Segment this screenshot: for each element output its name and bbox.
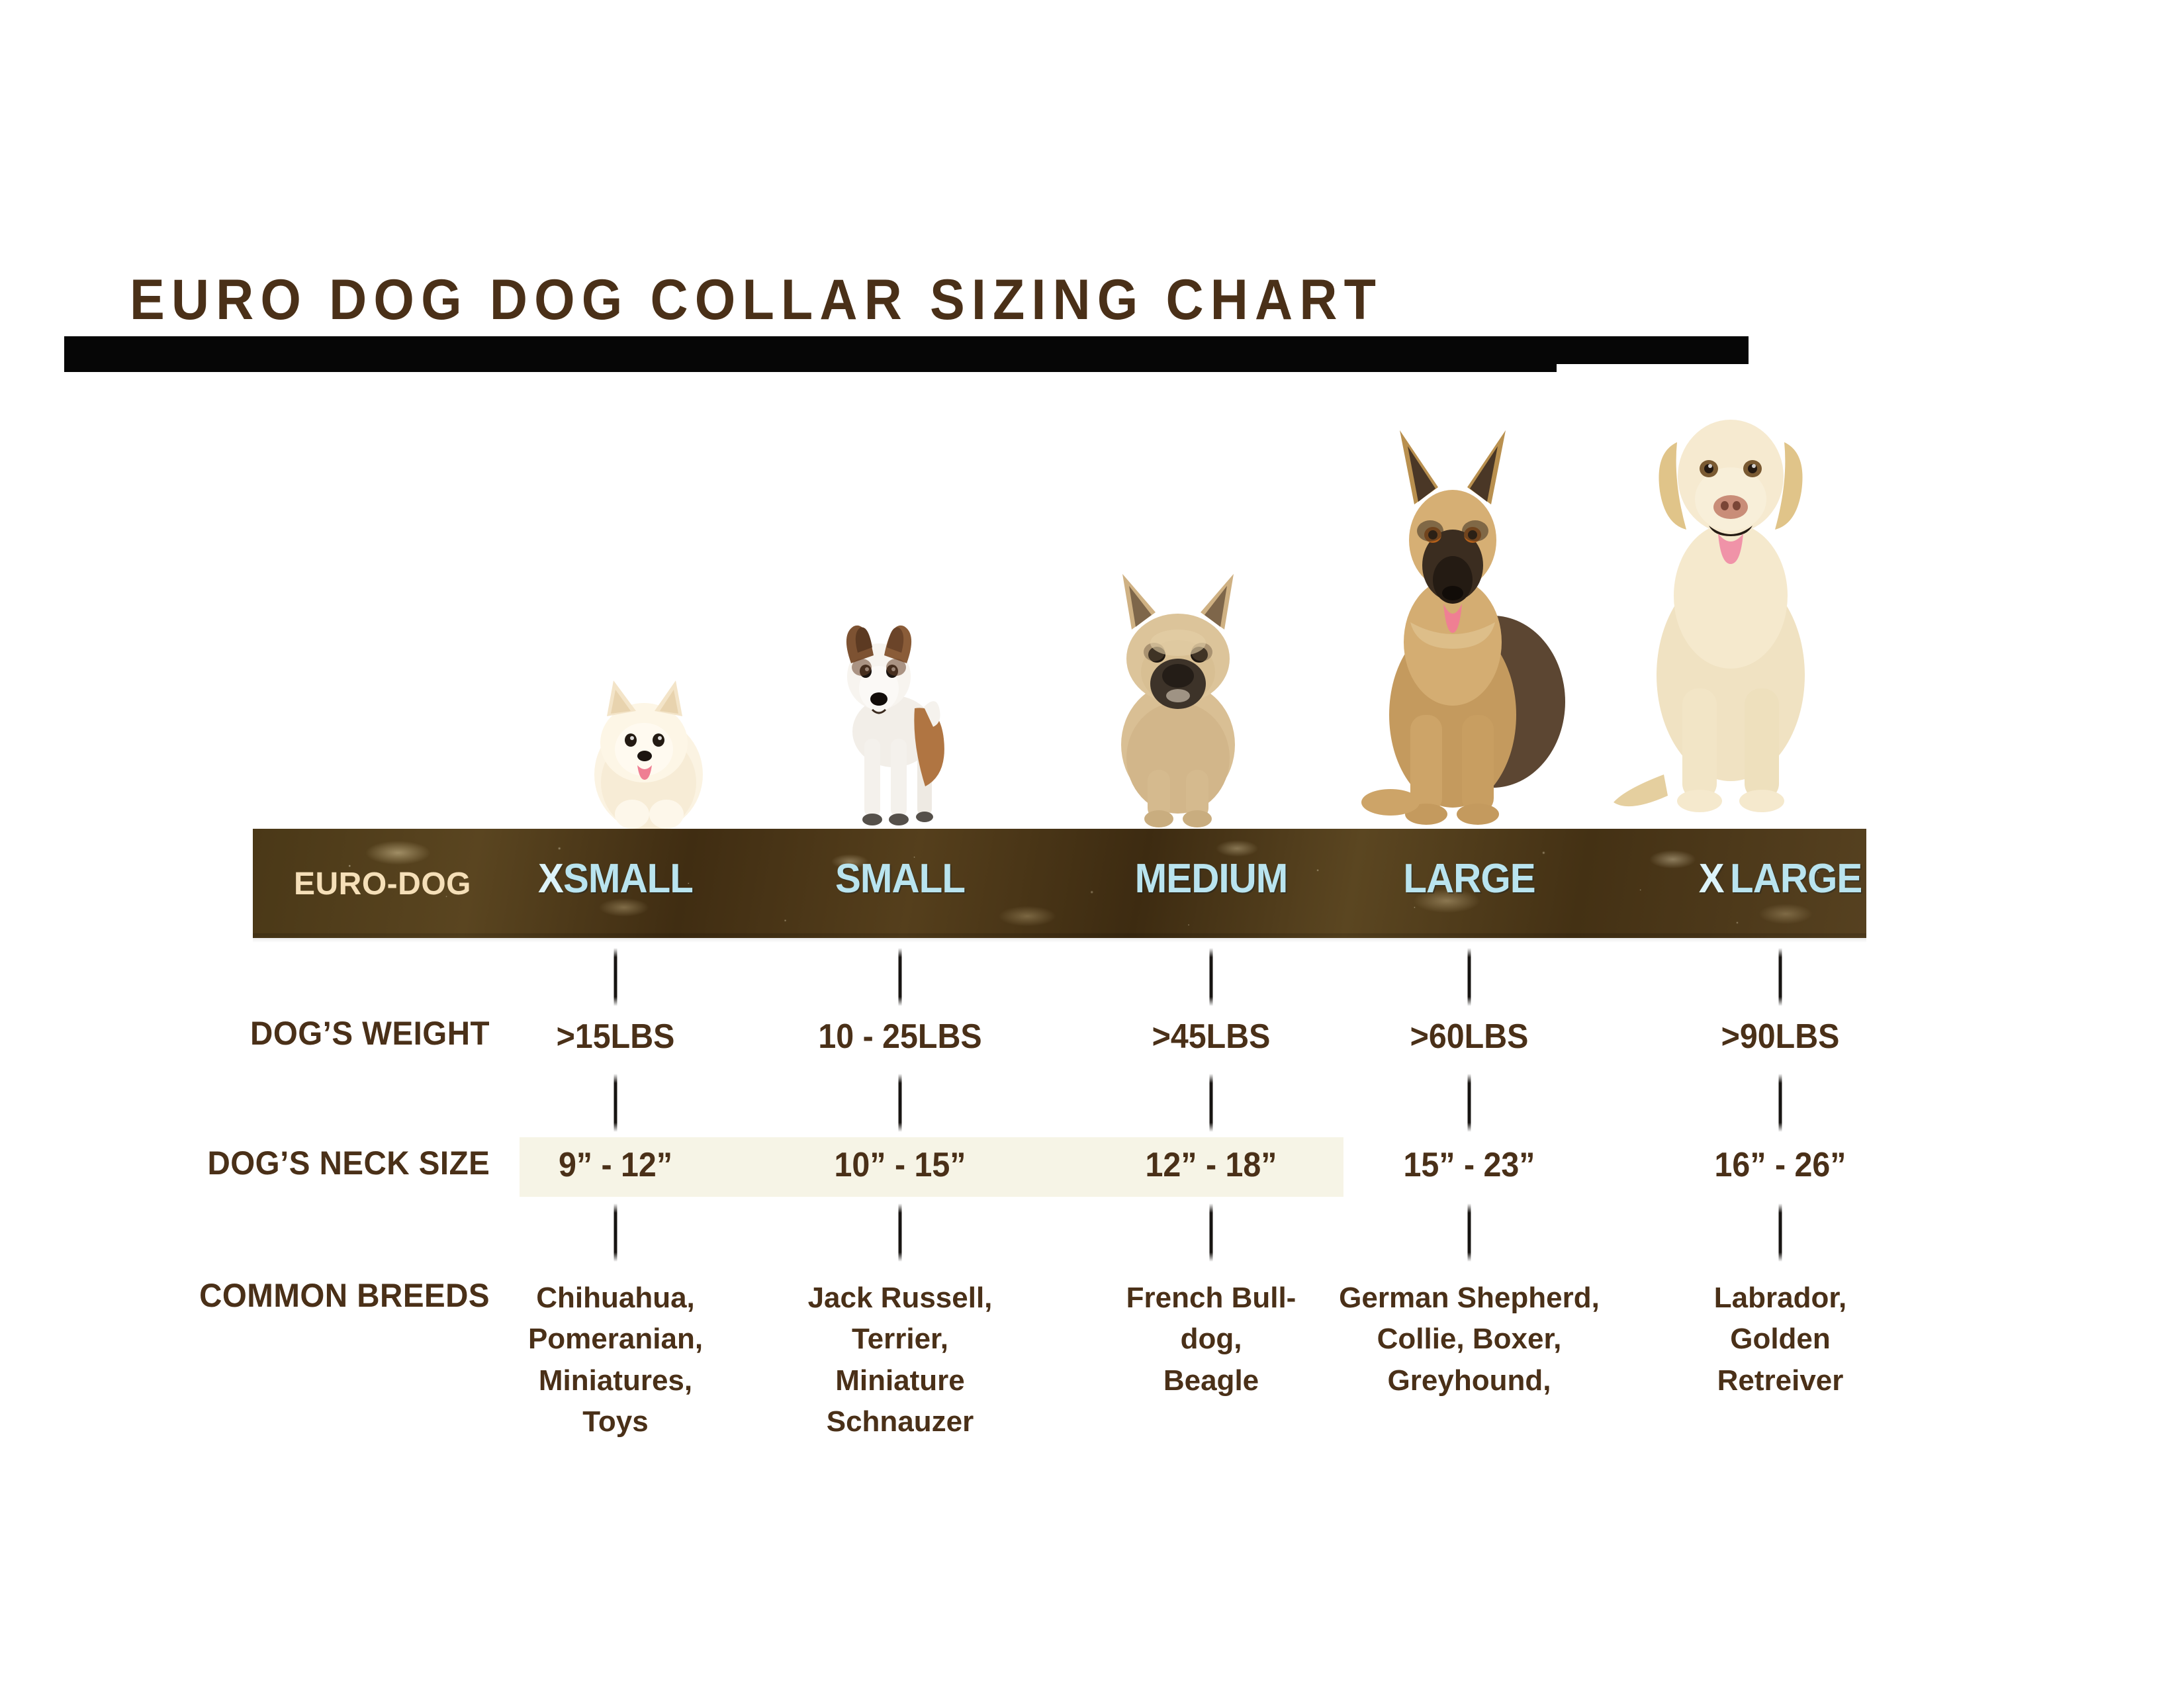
breed-line: Golden [1730,1323,1831,1356]
connector-line [898,948,902,1006]
row-label-breeds: COMMON BREEDS [199,1277,490,1314]
size-label-medium[interactable]: MEDIUM [1134,855,1289,902]
neck-size-highlight-band [520,1137,1343,1197]
connector-line [1209,1203,1213,1262]
breed-line: Beagle [1163,1364,1259,1397]
cell-neck-xsmall: 9” - 12” [558,1146,673,1184]
breed-line: Jack Russell, [807,1282,993,1314]
breed-line: dog, [1180,1323,1242,1356]
breed-line: Toys [582,1405,649,1438]
size-label-xsmall[interactable]: XSMALL [538,855,694,902]
dog-image-french-bulldog [1079,559,1277,834]
size-name-text: LARGE [1403,856,1535,902]
breed-line: Labrador, [1713,1282,1847,1314]
breed-line: Miniature [835,1364,965,1397]
size-name-text: LARGE [1730,856,1862,902]
size-name-text: MEDIUM [1134,856,1289,902]
breed-line: Terrier, [852,1323,948,1356]
cell-breeds-xlarge: Labrador, Golden Retreiver [1641,1278,1919,1401]
cell-breeds-large: German Shepherd, Collie, Boxer, Greyhoun… [1314,1278,1625,1401]
row-label-neck: DOG’S NECK SIZE [207,1145,490,1182]
cell-weight-medium: >45LBS [1152,1017,1271,1056]
cell-neck-medium: 12” - 18” [1145,1146,1277,1184]
size-label-xlarge[interactable]: X LARGE [1698,855,1863,902]
connector-line [898,1074,902,1132]
connector-line [1467,1203,1471,1262]
dog-illustration-row [0,371,2184,834]
cell-weight-large: >60LBS [1410,1017,1529,1056]
title-block: EURO DOG DOG COLLAR SIZING CHART [0,0,2184,410]
dog-image-jack-russell-terrier [794,589,973,834]
breed-line: German Shepherd, [1339,1282,1600,1314]
connector-line [614,1074,617,1132]
cell-weight-xlarge: >90LBS [1721,1017,1840,1056]
dog-image-pomeranian [566,642,731,834]
cell-neck-large: 15” - 23” [1403,1146,1535,1184]
connector-line [898,1203,902,1262]
connector-line [1778,1074,1782,1132]
breed-line: Greyhound, [1387,1364,1551,1397]
cell-weight-small: 10 - 25LBS [818,1017,982,1056]
breed-line: Pomeranian, [527,1323,704,1356]
connector-line [1778,1203,1782,1262]
breed-line: Retreiver [1717,1364,1844,1397]
title-underline-bar-extension [1555,336,1749,364]
connector-line [1209,1074,1213,1132]
connector-line [614,948,617,1006]
size-label-small[interactable]: SMALL [835,855,966,902]
cell-neck-small: 10” - 15” [834,1146,966,1184]
size-label-large[interactable]: LARGE [1403,855,1535,902]
connector-line [1467,948,1471,1006]
size-name-text: SMALL [563,856,694,902]
page-title: EURO DOG DOG COLLAR SIZING CHART [130,268,1383,332]
row-label-weight: DOG’S WEIGHT [250,1015,490,1052]
size-category-band [253,829,1866,938]
title-underline-bar [64,336,1557,372]
connector-line [614,1203,617,1262]
breed-line: Schnauzer [826,1405,974,1438]
size-name-text: SMALL [835,856,966,902]
dog-image-labrador-retriever [1608,377,1853,834]
breed-line: Miniatures, [538,1364,693,1397]
connector-line [1467,1074,1471,1132]
size-prefix-x-icon: X [1698,856,1725,902]
breed-line: French Bull- [1126,1282,1297,1314]
band-texture-overlay [253,829,1866,938]
connector-line [1209,948,1213,1006]
dog-image-german-shepherd [1353,424,1578,834]
cell-breeds-xsmall: Chihuahua, Pomeranian, Miniatures, Toys [477,1278,754,1443]
cell-neck-xlarge: 16” - 26” [1714,1146,1846,1184]
cell-weight-xsmall: >15LBS [556,1017,675,1056]
connector-line [1778,948,1782,1006]
band-drop-shadow [253,933,1866,943]
cell-breeds-small: Jack Russell, Terrier, Miniature Schnauz… [761,1278,1039,1443]
cell-breeds-medium: French Bull- dog, Beagle [1072,1278,1350,1401]
breed-line: Chihuahua, [536,1282,695,1314]
brand-label: EURO-DOG [294,867,471,902]
breed-line: Collie, Boxer, [1377,1323,1562,1356]
size-prefix-x-icon: X [538,856,564,902]
